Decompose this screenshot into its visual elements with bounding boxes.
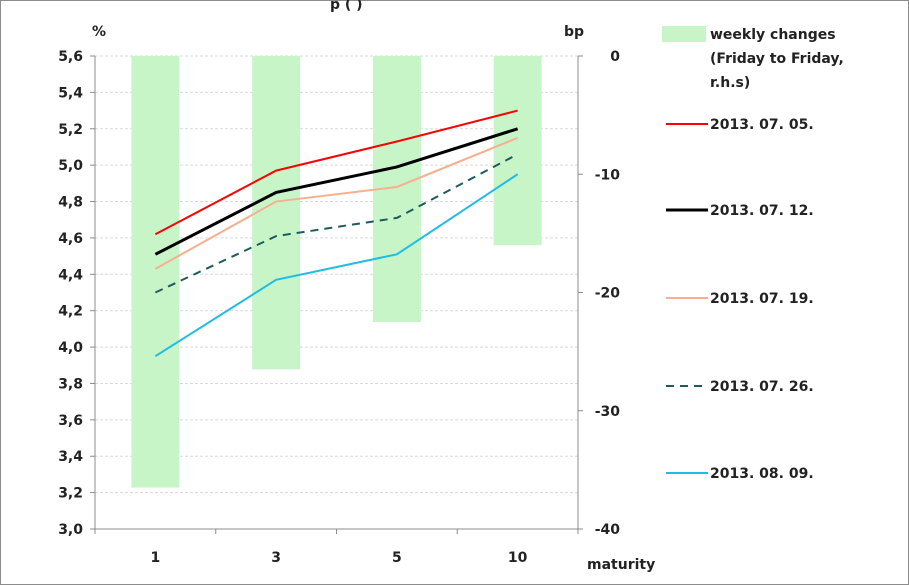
bar-weekly-change <box>493 56 542 246</box>
left-axis-unit: % <box>92 24 106 40</box>
left-tick-label: 3,0 <box>58 522 83 538</box>
left-tick-label: 4,4 <box>58 267 83 283</box>
right-tick-label: -20 <box>595 286 621 302</box>
series-lines <box>154 109 519 358</box>
bar-weekly-change <box>131 56 180 488</box>
x-axis-ticks: 1 3 5 10 <box>151 550 528 566</box>
right-tick-label: -40 <box>595 522 621 538</box>
left-tick-label: 5,0 <box>58 158 83 174</box>
chart-title-fragment: p ( ) <box>330 0 363 13</box>
right-tick-label: -10 <box>595 167 621 183</box>
left-tick-label: 4,6 <box>58 231 83 247</box>
left-tick-label: 4,0 <box>58 340 83 356</box>
series-line <box>154 136 519 270</box>
legend-bar-label: weekly changes <box>710 27 836 43</box>
x-tick-label: 1 <box>151 550 161 566</box>
series-line <box>154 153 519 294</box>
legend-series-label: 2013. 07. 19. <box>710 291 814 307</box>
left-tick-label: 3,8 <box>58 376 83 392</box>
series-line <box>154 127 519 256</box>
weekly-change-bars <box>131 56 542 488</box>
bar-weekly-change <box>252 56 301 370</box>
left-tick-label: 3,2 <box>58 486 83 502</box>
x-tick-label: 3 <box>271 550 281 566</box>
left-tick-label: 4,2 <box>58 304 83 320</box>
legend-series-label: 2013. 08. 09. <box>710 466 814 482</box>
series-line <box>154 109 518 236</box>
legend: weekly changes (Friday to Friday, r.h.s) 20… <box>662 26 844 482</box>
series-line <box>154 173 519 358</box>
x-tick-label: 10 <box>508 550 528 566</box>
x-tick-label: 5 <box>392 550 402 566</box>
legend-series-label: 2013. 07. 12. <box>710 203 814 219</box>
left-tick-label: 3,4 <box>58 449 83 465</box>
legend-bar-label: r.h.s) <box>710 75 750 91</box>
right-axis-unit: bp <box>564 24 584 40</box>
left-tick-label: 5,6 <box>58 49 83 65</box>
left-tick-label: 5,4 <box>58 85 83 101</box>
legend-series-label: 2013. 07. 26. <box>710 379 814 395</box>
axes <box>90 55 583 534</box>
legend-series-label: 2013. 07. 05. <box>710 117 814 133</box>
left-tick-label: 4,8 <box>58 195 83 211</box>
legend-bar-label: (Friday to Friday, <box>710 51 844 67</box>
right-tick-label: 0 <box>610 49 620 65</box>
right-axis-ticks: -40 -30 -20 -10 0 <box>595 49 621 538</box>
left-tick-label: 3,6 <box>58 413 83 429</box>
x-axis-label: maturity <box>587 557 655 573</box>
left-axis-ticks: 3,0 3,2 3,4 3,6 3,8 4,0 4,2 4,4 4,6 4,8 5,0 5,2 5,4 5… <box>58 49 83 538</box>
right-tick-label: -30 <box>595 404 621 420</box>
legend-bar-swatch <box>662 26 706 42</box>
left-tick-label: 5,2 <box>58 122 83 138</box>
